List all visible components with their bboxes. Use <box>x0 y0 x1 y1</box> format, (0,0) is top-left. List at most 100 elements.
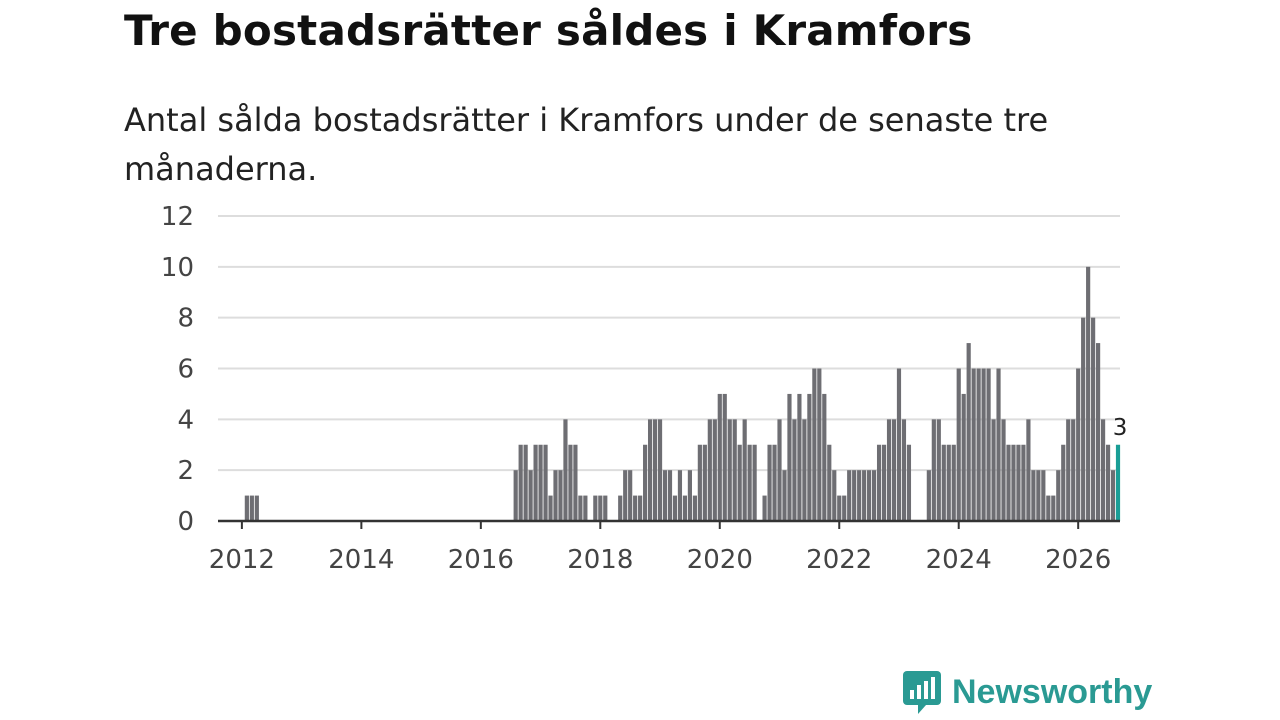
y-tick-label: 10 <box>161 253 194 283</box>
bar <box>777 419 782 521</box>
bar <box>543 444 548 521</box>
bar <box>558 470 563 521</box>
x-tick-label: 2020 <box>687 545 753 575</box>
bar-value-label: 3 <box>1113 415 1128 441</box>
bar <box>896 368 902 521</box>
bar <box>603 495 608 521</box>
bar <box>956 368 961 521</box>
bar <box>842 495 847 521</box>
bar <box>692 495 697 521</box>
bar <box>772 444 777 521</box>
bar <box>563 419 568 521</box>
bar <box>1096 343 1101 521</box>
y-tick-label: 6 <box>177 355 194 385</box>
bar <box>1066 419 1071 521</box>
bar <box>1100 419 1106 521</box>
bar <box>647 419 653 521</box>
bar <box>732 419 737 521</box>
bar <box>697 444 702 521</box>
bar <box>717 393 722 521</box>
bar <box>548 495 553 521</box>
bar <box>707 419 712 521</box>
bar <box>712 419 717 521</box>
bar <box>1110 470 1116 521</box>
x-tick-label: 2026 <box>1045 545 1111 575</box>
bar <box>643 444 648 521</box>
bar <box>1091 317 1096 521</box>
bar <box>782 470 787 521</box>
y-tick-label: 4 <box>177 405 194 435</box>
y-tick-label: 12 <box>161 202 194 232</box>
bar <box>528 470 533 521</box>
bar <box>1061 444 1066 521</box>
bar <box>876 444 882 521</box>
x-tick-label: 2012 <box>209 545 275 575</box>
bar <box>747 444 752 521</box>
bar <box>623 470 628 521</box>
bar <box>1031 470 1036 521</box>
bar <box>1046 495 1051 521</box>
bar <box>981 368 986 521</box>
bar <box>249 495 254 521</box>
bar <box>991 419 996 521</box>
bar <box>568 444 573 521</box>
bar <box>867 470 872 521</box>
bar <box>583 495 588 521</box>
bar <box>1081 317 1086 521</box>
bar-chart: 0 2 4 6 8 10 12 3 2012 2014 2016 2018 2020 2022 2024 20… <box>161 202 1127 575</box>
bar <box>946 444 951 521</box>
bar <box>996 368 1001 521</box>
bar <box>244 495 249 521</box>
chart-title: Tre bostadsrätter såldes i Kramfors <box>124 6 973 55</box>
newsworthy-logo-icon <box>903 671 941 714</box>
bar <box>687 470 692 521</box>
bar <box>862 470 867 521</box>
bar <box>737 444 742 521</box>
bar <box>1021 444 1026 521</box>
bar <box>971 368 976 521</box>
bar <box>807 393 812 521</box>
bar <box>1041 470 1046 521</box>
bar <box>254 495 259 521</box>
x-tick-label: 2018 <box>567 545 633 575</box>
brand-logo: Newsworthy <box>902 670 1152 714</box>
bar <box>1001 419 1006 521</box>
bar <box>976 368 981 521</box>
bar <box>1011 444 1016 521</box>
bar <box>762 495 767 521</box>
bar <box>906 444 912 521</box>
bar <box>573 444 578 521</box>
bar <box>812 368 817 521</box>
bar <box>827 444 832 521</box>
bar <box>961 393 966 521</box>
bar <box>951 444 956 521</box>
axes: 0 2 4 6 8 10 12 3 2012 2014 2016 2018 2020 2022 2024 20… <box>161 202 1127 575</box>
bar <box>662 470 668 521</box>
bar <box>677 470 683 521</box>
bar <box>672 495 678 521</box>
bar <box>822 393 827 521</box>
bar <box>538 444 543 521</box>
bar <box>886 419 892 521</box>
bar <box>1076 368 1081 521</box>
bar <box>792 419 797 521</box>
bar <box>633 495 638 521</box>
bar <box>966 343 971 521</box>
bar <box>702 444 707 521</box>
chart-subtitle: Antal sålda bostadsrätter i Kramfors und… <box>124 101 1049 188</box>
bar <box>986 368 991 521</box>
bar <box>852 470 857 521</box>
bar <box>618 495 623 521</box>
x-tick-label: 2014 <box>328 545 394 575</box>
bar <box>817 368 822 521</box>
bar <box>847 470 852 521</box>
bar <box>901 419 907 521</box>
bar <box>832 470 837 521</box>
bars <box>244 266 1121 521</box>
bar <box>628 470 633 521</box>
bar <box>941 444 946 521</box>
bar <box>523 444 528 521</box>
bar <box>837 495 842 521</box>
bar <box>657 419 663 521</box>
bar <box>1016 444 1021 521</box>
